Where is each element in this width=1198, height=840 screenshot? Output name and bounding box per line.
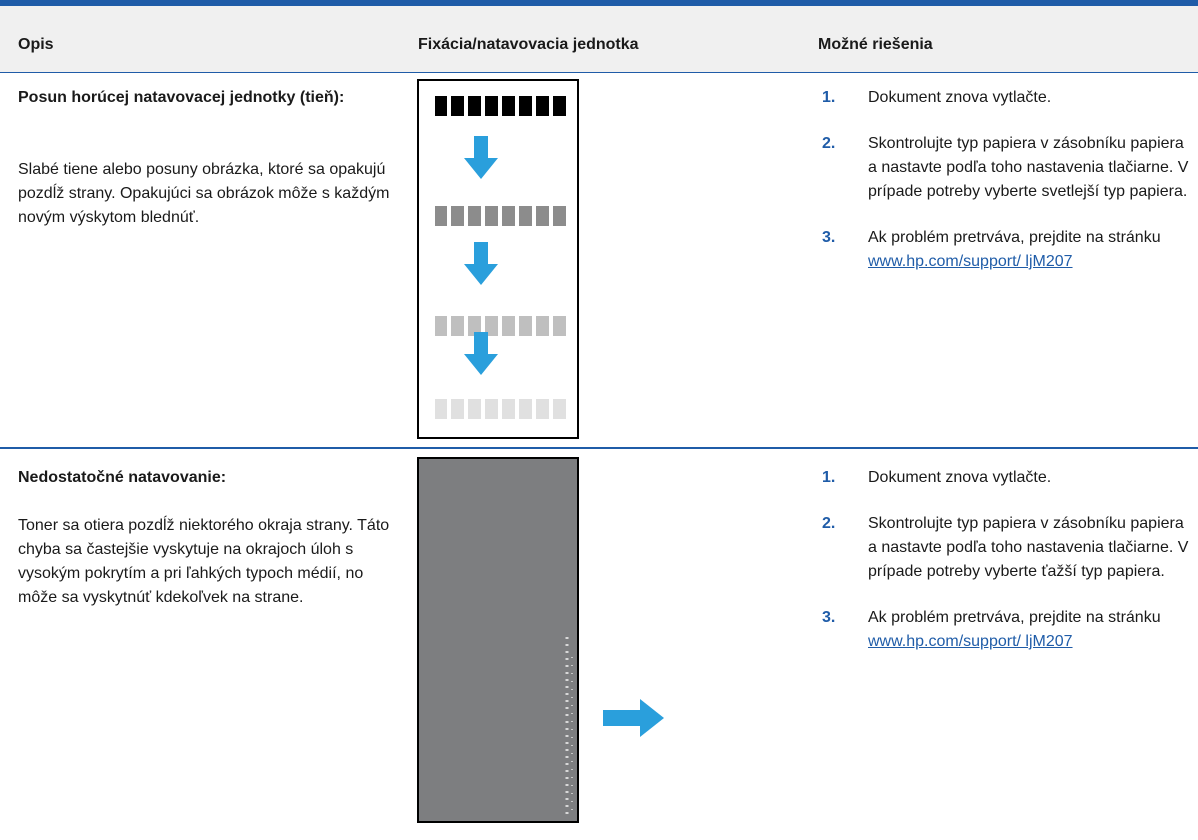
row-description: Slabé tiene alebo posuny obrázka, ktoré … [18,161,390,226]
solutions: 1. Dokument znova vytlačte. 2. Skontrolujte… [822,86,1192,296]
step-number: 1. [822,89,836,106]
step-text: Dokument znova vytlačte. [868,86,1051,110]
solutions: 1. Dokument znova vytlačte. 2. Skontrolujte… [822,466,1192,676]
support-link[interactable]: www.hp.com/support/ ljM207 [868,633,1073,650]
step-number: 3. [822,229,836,246]
solution-item: 3. Ak problém pretrváva, prejdite na strá… [822,606,1192,654]
step-number: 2. [822,515,836,532]
step-text-body: Skontrolujte typ papiera v zásobníku pap… [868,515,1189,580]
solution-item: 2. Skontrolujte typ papiera v zásobníku p… [822,512,1192,584]
illustration-ghosting [417,79,579,439]
solution-item: 3. Ak problém pretrváva, prejdite na strá… [822,226,1192,274]
step-text-body: Skontrolujte typ papiera v zásobníku pap… [868,135,1189,200]
illustration-poor-fusing [417,457,579,823]
step-text: Ak problém pretrváva, prejdite na stránk… [868,226,1192,274]
step-text-body: Ak problém pretrváva, prejdite na stránk… [868,609,1161,626]
arrow-right [603,699,664,737]
step-text: Dokument znova vytlačte. [868,466,1051,490]
step-number: 1. [822,469,836,486]
column-header: Možné riešenia [818,36,933,53]
column-header: Opis [18,36,54,53]
solution-item: 1. Dokument znova vytlačte. [822,86,1192,110]
table-header: Opis Fixácia/natavovacia jednotka Možné … [0,6,1198,73]
row-description: Toner sa otiera pozdĺž niektorého okraja… [18,517,390,606]
solution-item: 1. Dokument znova vytlačte. [822,466,1192,490]
step-text: Skontrolujte typ papiera v zásobníku pap… [868,512,1192,584]
step-number: 2. [822,135,836,152]
row-title: Posun horúcej natavovacej jednotky (tieň… [18,89,345,106]
column-header: Fixácia/natavovacia jednotka [418,36,639,53]
step-number: 3. [822,609,836,626]
top-bar [0,0,1198,6]
support-link[interactable]: www.hp.com/support/ ljM207 [868,253,1073,270]
step-text-body: Ak problém pretrváva, prejdite na stránk… [868,229,1161,246]
row-title: Nedostatočné natavovanie: [18,469,227,486]
step-text-body: Dokument znova vytlačte. [868,469,1052,486]
step-text: Skontrolujte typ papiera v zásobníku pap… [868,132,1192,204]
step-text-body: Dokument znova vytlačte. [868,89,1052,106]
row-separator [0,447,1198,449]
step-text: Ak problém pretrváva, prejdite na stránk… [868,606,1192,654]
solution-item: 2. Skontrolujte typ papiera v zásobníku p… [822,132,1192,204]
